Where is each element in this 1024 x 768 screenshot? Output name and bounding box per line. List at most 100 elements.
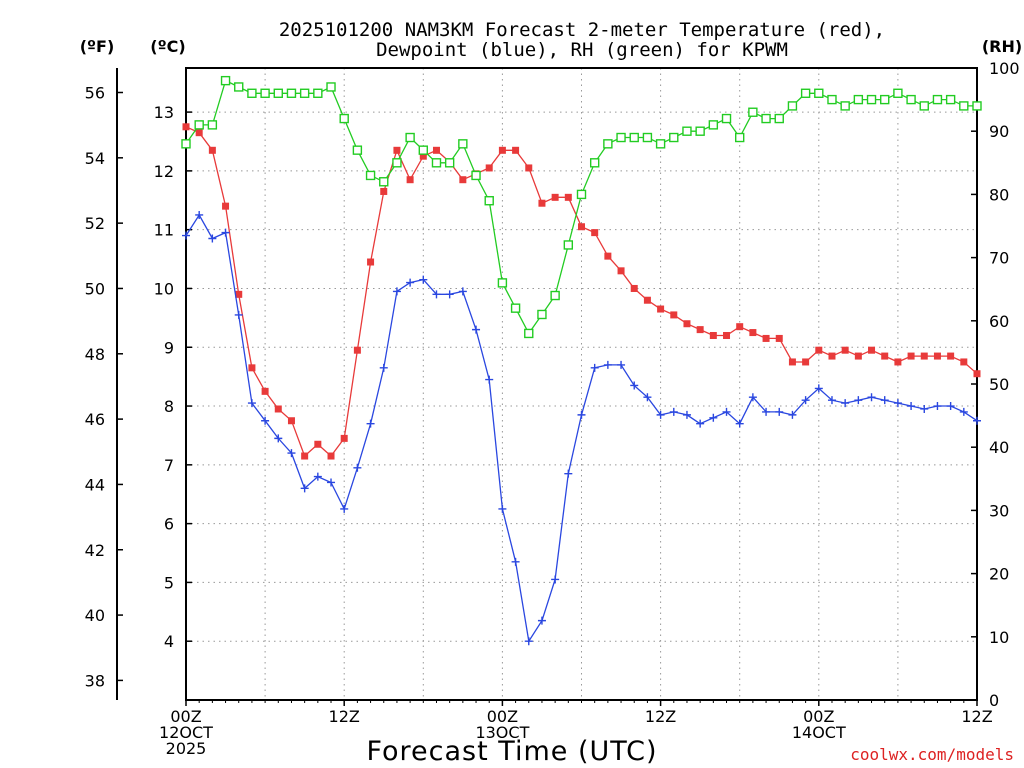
dewpoint-point: [880, 396, 889, 405]
rh-tick-label: 10: [989, 628, 1009, 647]
dewpoint-point: [432, 290, 441, 299]
temperature-point: [591, 229, 599, 237]
dewpoint-point: [182, 231, 190, 240]
celsius-tick-label: 6: [164, 515, 174, 534]
dewpoint-point: [498, 504, 507, 513]
chart-title-line2: Dewpoint (blue), RH (green) for KPWM: [376, 39, 788, 61]
dewpoint-point: [630, 381, 639, 390]
relative-humidity-point: [299, 88, 310, 98]
celsius-tick-label: 7: [164, 456, 174, 475]
x-tick-label: 00Z: [170, 707, 201, 726]
celsius-tick-label: 12: [154, 162, 174, 181]
dewpoint-point: [327, 478, 336, 487]
temperature-point: [696, 326, 704, 334]
dewpoint-point: [643, 393, 652, 402]
dewpoint-point: [406, 278, 415, 287]
dewpoint-point: [933, 402, 942, 411]
temperature-point: [301, 452, 309, 460]
dewpoint-point: [841, 399, 850, 408]
dewpoint-point: [261, 416, 270, 425]
fahrenheit-tick-label: 54: [85, 149, 105, 168]
dewpoint-point: [392, 287, 401, 296]
dewpoint-point: [827, 396, 836, 405]
x-tick-label: 2025: [166, 739, 207, 758]
relative-humidity-point: [959, 101, 969, 111]
temperature-point: [670, 311, 678, 319]
dewpoint-point: [867, 393, 876, 402]
dewpoint-point: [603, 360, 612, 369]
rh-tick-label: 50: [989, 375, 1009, 394]
relative-humidity-point: [840, 101, 850, 111]
relative-humidity-point: [603, 139, 613, 149]
temperature-point: [762, 334, 770, 342]
x-tick-label: 12OCT: [159, 723, 213, 742]
relative-humidity-point: [814, 88, 824, 98]
temperature-point: [657, 305, 665, 313]
temperature-point: [248, 364, 256, 372]
relative-humidity-point: [510, 303, 521, 313]
celsius-tick-label: 11: [154, 221, 174, 240]
relative-humidity-point: [379, 177, 389, 187]
temperature-point: [868, 346, 876, 354]
celsius-tick-label: 13: [154, 103, 174, 122]
fahrenheit-tick-label: 44: [85, 475, 105, 494]
temperature-point: [419, 152, 427, 160]
dewpoint-point: [247, 399, 256, 408]
temperature-point: [960, 358, 968, 366]
dewpoint-point: [419, 275, 428, 284]
celsius-tick-label: 5: [164, 573, 174, 592]
relative-humidity-point: [194, 120, 204, 130]
fahrenheit-tick-label: 40: [85, 606, 105, 625]
temperature-line: [185, 126, 978, 458]
relative-humidity-point: [853, 94, 864, 105]
x-tick-label: 12Z: [645, 707, 676, 726]
relative-humidity-point: [181, 139, 191, 149]
relative-humidity-point: [735, 132, 745, 143]
temperature-point: [630, 284, 638, 292]
temperature-point: [723, 331, 731, 339]
relative-humidity-point: [247, 88, 257, 98]
relative-humidity-point: [471, 170, 481, 181]
fahrenheit-tick-label: 46: [85, 410, 105, 429]
dewpoint-point: [313, 472, 322, 481]
temperature-point: [907, 352, 915, 360]
right-unit-rh: (RH): [982, 37, 1022, 56]
fahrenheit-tick-label: 56: [85, 83, 105, 102]
dewpoint-point: [353, 463, 362, 472]
x-tick-label: 00Z: [803, 707, 834, 726]
celsius-tick-label: 4: [164, 632, 174, 651]
dewpoint-point: [762, 407, 771, 416]
rh-tick-label: 80: [989, 185, 1009, 204]
dewpoint-point: [920, 404, 929, 413]
dewpoint-point: [775, 407, 784, 416]
x-tick-label: 12Z: [329, 707, 360, 726]
relative-humidity-point: [893, 88, 903, 98]
relative-humidity-point: [444, 158, 455, 168]
relative-humidity-point: [616, 132, 626, 143]
credit-text: coolwx.com/models: [850, 745, 1014, 764]
dewpoint-point: [669, 407, 678, 416]
temperature-point: [775, 334, 783, 342]
dewpoint-point: [379, 363, 388, 372]
dewpoint-point: [959, 407, 968, 416]
relative-humidity-point: [405, 132, 415, 143]
relative-humidity-point: [642, 132, 653, 143]
temperature-point: [406, 176, 414, 184]
dewpoint-point: [722, 407, 731, 416]
temperature-point: [933, 352, 941, 360]
temperature-point: [222, 202, 230, 210]
temperature-point: [736, 323, 744, 331]
relative-humidity-point: [748, 107, 758, 117]
relative-humidity-point: [919, 101, 929, 111]
temperature-point: [551, 193, 559, 201]
dewpoint-point: [656, 410, 665, 419]
temperature-point: [828, 352, 836, 360]
temperature-point: [947, 352, 955, 360]
temperature-point: [538, 199, 546, 207]
dewpoint-point: [458, 287, 467, 296]
dewpoint-point: [340, 504, 349, 513]
relative-humidity-point: [906, 94, 916, 105]
dewpoint-point: [801, 396, 810, 405]
relative-humidity-point: [537, 309, 547, 320]
rh-tick-label: 70: [989, 249, 1009, 268]
